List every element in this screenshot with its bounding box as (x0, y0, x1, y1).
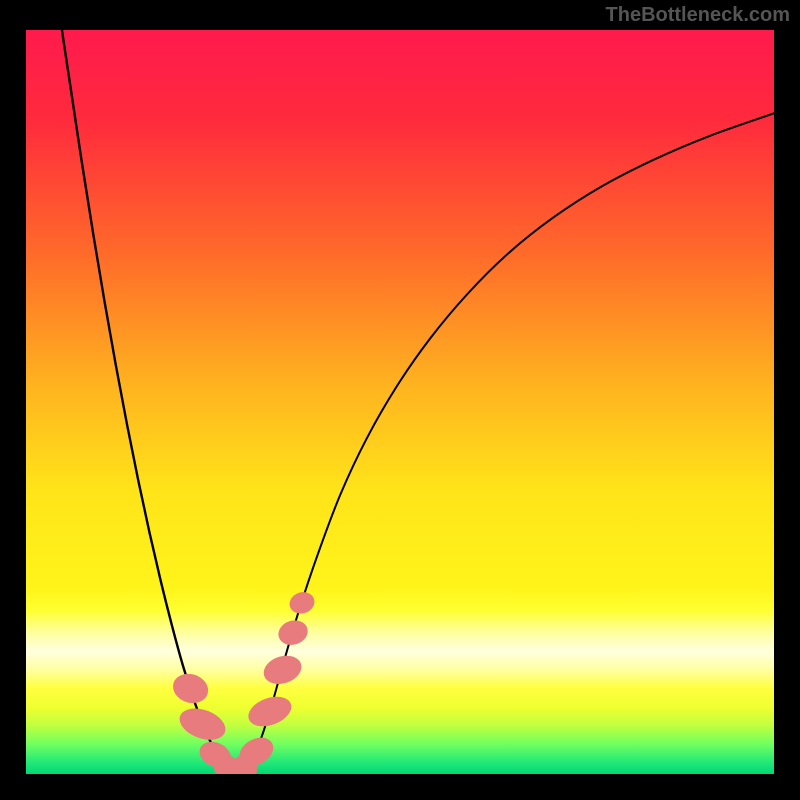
right-curve (239, 113, 774, 774)
plot-area (26, 30, 774, 774)
marker-dot (169, 669, 212, 707)
watermark-text: TheBottleneck.com (606, 4, 790, 27)
marker-dot (244, 691, 295, 732)
marker-dot (175, 703, 229, 746)
marker-group (169, 589, 317, 774)
marker-dot (275, 617, 311, 649)
curve-svg (26, 30, 774, 774)
marker-dot (287, 589, 318, 617)
left-curve (62, 30, 239, 774)
marker-dot (260, 651, 305, 689)
